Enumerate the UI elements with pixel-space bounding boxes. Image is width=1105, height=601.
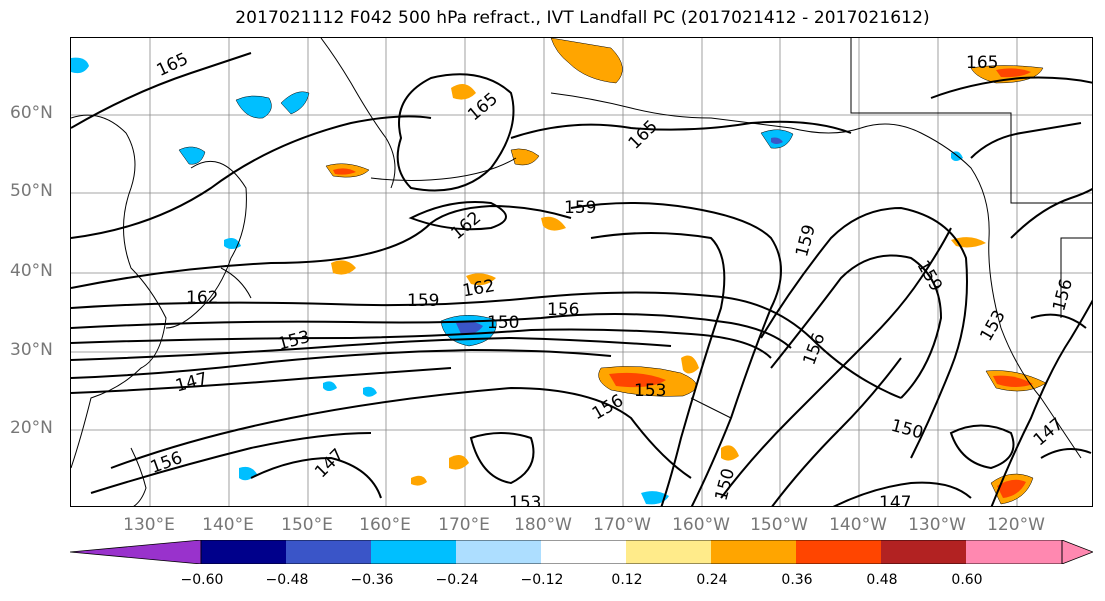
colorbar-segment — [541, 540, 626, 564]
contour-label: 147 — [1030, 414, 1068, 450]
colorbar-tick-label: −0.12 — [520, 572, 564, 588]
lon-label-130w: 130°W — [908, 515, 966, 535]
colorbar-extend-low — [70, 540, 202, 564]
contour-label: 153 — [276, 327, 313, 355]
contour-label: 165 — [966, 53, 998, 73]
lat-label-60n: 60°N — [10, 103, 53, 123]
lon-label-160e: 160°E — [359, 515, 411, 535]
colorbar-tick-label: 0.60 — [951, 572, 983, 588]
contour-label: 156 — [589, 391, 627, 425]
contour-label: 162 — [461, 276, 496, 301]
contour-label: 147 — [879, 493, 911, 507]
contour-label: 162 — [186, 288, 218, 308]
map-panel: 165 165 165 165 162 162 162 159 159 159 … — [70, 37, 1093, 507]
lon-label-130e: 130°E — [123, 515, 175, 535]
contour-label: 165 — [625, 116, 662, 153]
contour-label: 150 — [487, 313, 519, 333]
contour-label: 159 — [564, 198, 596, 218]
contour-label: 150 — [711, 466, 739, 503]
negative-anomaly-shading — [71, 57, 963, 505]
lon-label-170w: 170°W — [593, 515, 651, 535]
colorbar — [70, 540, 1093, 564]
contour-label: 165 — [154, 49, 192, 81]
contour-label: 150 — [889, 416, 926, 444]
colorbar-segment — [286, 540, 371, 564]
contour-label: 156 — [1049, 277, 1077, 314]
lon-label-150w: 150°W — [750, 515, 808, 535]
colorbar-segment — [456, 540, 541, 564]
colorbar-tick-label: −0.24 — [435, 572, 479, 588]
lon-label-150e: 150°E — [281, 515, 333, 535]
colorbar-tick-label: −0.36 — [350, 572, 394, 588]
colorbar-extend-high — [1061, 540, 1093, 564]
contour-label: 156 — [800, 330, 830, 367]
colorbar-segment — [711, 540, 796, 564]
lon-label-160w: 160°W — [672, 515, 730, 535]
lat-label-40n: 40°N — [10, 261, 53, 281]
contour-label: 147 — [173, 369, 210, 397]
lon-label-140e: 140°E — [202, 515, 254, 535]
contour-label: 159 — [407, 291, 439, 311]
lat-label-20n: 20°N — [10, 418, 53, 438]
lat-label-50n: 50°N — [10, 181, 53, 201]
colorbar-tick-label: 0.24 — [696, 572, 728, 588]
contour-label: 156 — [547, 300, 579, 320]
contour-label: 162 — [447, 208, 485, 244]
lon-label-120w: 120°W — [987, 515, 1045, 535]
colorbar-tick-label: −0.48 — [265, 572, 309, 588]
positive-anomaly-shading — [325, 38, 1047, 505]
contour-label: 153 — [976, 307, 1010, 345]
contour-label: 159 — [792, 223, 820, 260]
colorbar-tick-label: 0.48 — [866, 572, 898, 588]
colorbar-tick-label: −0.60 — [180, 572, 224, 588]
contour-label: 147 — [311, 445, 348, 482]
colorbar-tick-label: 0.36 — [781, 572, 813, 588]
lat-label-30n: 30°N — [10, 340, 53, 360]
colorbar-segment — [966, 540, 1062, 564]
graticule — [71, 38, 1092, 506]
height-contours — [71, 52, 1092, 506]
contour-label: 153 — [509, 493, 541, 507]
map-canvas: 165 165 165 165 162 162 162 159 159 159 … — [71, 38, 1092, 507]
coastlines — [71, 38, 1092, 506]
lon-label-140w: 140°W — [829, 515, 887, 535]
colorbar-segment — [881, 540, 966, 564]
colorbar-segment — [796, 540, 881, 564]
colorbar-tick-label: 0.12 — [611, 572, 643, 588]
colorbar-segment — [626, 540, 711, 564]
colorbar-segment — [201, 540, 286, 564]
lon-label-180w: 180°W — [514, 515, 572, 535]
colorbar-segment — [371, 540, 456, 564]
lon-label-170e: 170°E — [438, 515, 490, 535]
contour-label: 153 — [634, 381, 666, 401]
figure-title: 2017021112 F042 500 hPa refract., IVT La… — [235, 8, 930, 28]
